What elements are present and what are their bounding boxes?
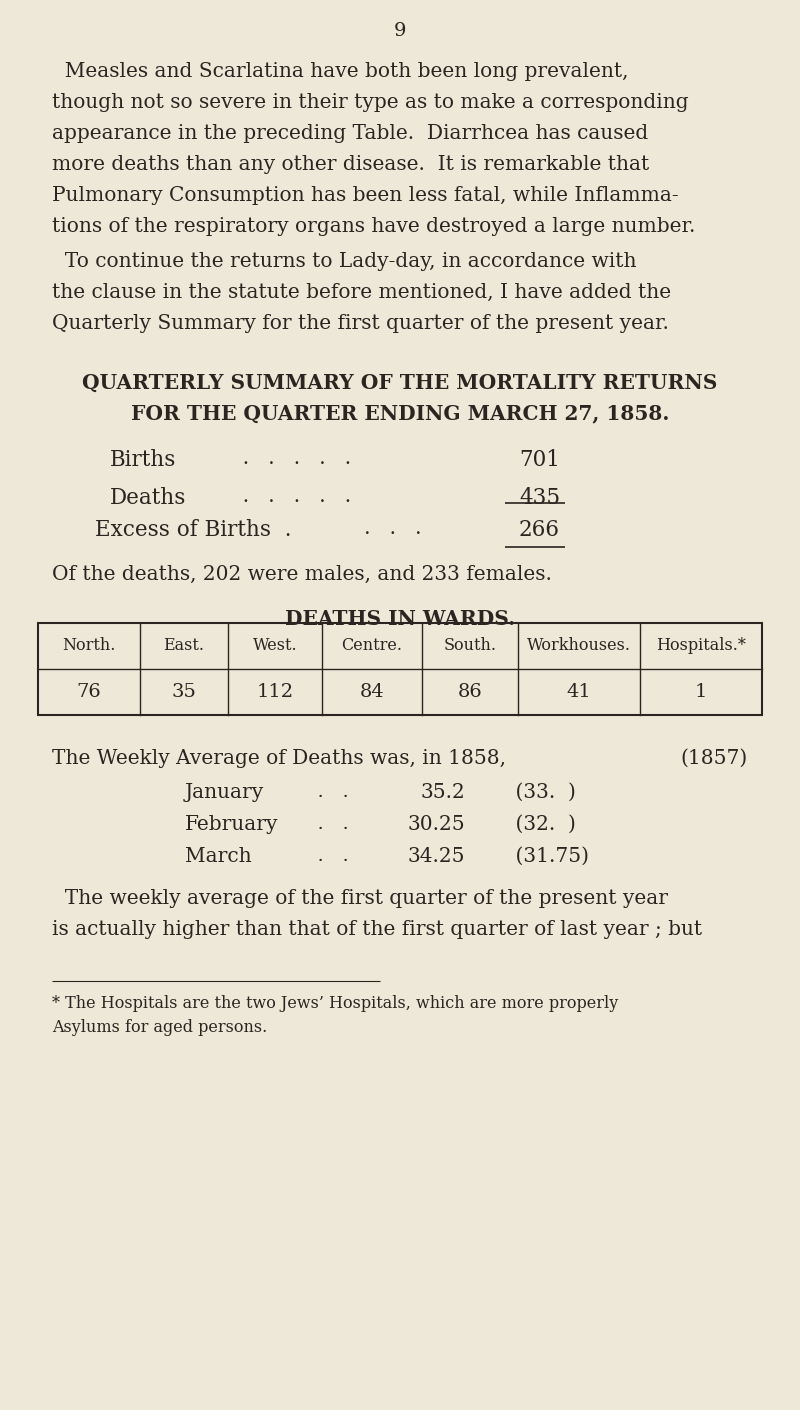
Text: .   .   .   .   .: . . . . .	[230, 448, 351, 468]
Text: To continue the returns to Lady-day, in accordance with: To continue the returns to Lady-day, in …	[52, 252, 637, 271]
Text: (1857): (1857)	[680, 749, 747, 768]
Text: Pulmonary Consumption has been less fatal, while Inflamma-: Pulmonary Consumption has been less fata…	[52, 186, 678, 204]
Text: QUARTERLY SUMMARY OF THE MORTALITY RETURNS: QUARTERLY SUMMARY OF THE MORTALITY RETUR…	[82, 374, 718, 393]
Text: South.: South.	[443, 637, 497, 654]
Text: North.: North.	[62, 637, 116, 654]
Text: The Weekly Average of Deaths was, in 1858,: The Weekly Average of Deaths was, in 185…	[52, 749, 506, 768]
Text: March: March	[185, 847, 252, 866]
Text: 35: 35	[171, 682, 197, 701]
Text: The weekly average of the first quarter of the present year: The weekly average of the first quarter …	[52, 888, 668, 908]
Text: 41: 41	[566, 682, 591, 701]
Text: (32.  ): (32. )	[490, 815, 576, 833]
Text: the clause in the statute before mentioned, I have added the: the clause in the statute before mention…	[52, 283, 671, 302]
Text: tions of the respiratory organs have destroyed a large number.: tions of the respiratory organs have des…	[52, 217, 695, 235]
Text: Deaths: Deaths	[110, 486, 186, 509]
Text: East.: East.	[163, 637, 205, 654]
Text: Asylums for aged persons.: Asylums for aged persons.	[52, 1019, 267, 1036]
Text: Excess of Births  .: Excess of Births .	[95, 519, 291, 541]
Text: is actually higher than that of the first quarter of last year ; but: is actually higher than that of the firs…	[52, 919, 702, 939]
Text: 76: 76	[77, 682, 102, 701]
Text: Of the deaths, 202 were males, and 233 females.: Of the deaths, 202 were males, and 233 f…	[52, 565, 552, 584]
Text: 86: 86	[458, 682, 482, 701]
Text: 9: 9	[394, 23, 406, 39]
Text: 35.2: 35.2	[420, 783, 465, 802]
Text: .   .: . .	[305, 815, 349, 833]
Text: Measles and Scarlatina have both been long prevalent,: Measles and Scarlatina have both been lo…	[52, 62, 629, 80]
Text: (33.  ): (33. )	[490, 783, 576, 802]
Bar	[38, 623, 762, 715]
Text: 701: 701	[519, 448, 560, 471]
Text: Workhouses.: Workhouses.	[527, 637, 631, 654]
Text: Quarterly Summary for the first quarter of the present year.: Quarterly Summary for the first quarter …	[52, 314, 669, 333]
Text: 84: 84	[360, 682, 384, 701]
Text: appearance in the preceding Table.  Diarrhcea has caused: appearance in the preceding Table. Diarr…	[52, 124, 648, 142]
Text: DEATHS IN WARDS.: DEATHS IN WARDS.	[285, 609, 515, 629]
Text: 435: 435	[519, 486, 560, 509]
Text: 1: 1	[695, 682, 707, 701]
Text: 112: 112	[257, 682, 294, 701]
Text: Hospitals.*: Hospitals.*	[656, 637, 746, 654]
Text: * The Hospitals are the two Jews’ Hospitals, which are more properly: * The Hospitals are the two Jews’ Hospit…	[52, 995, 618, 1012]
Text: West.: West.	[253, 637, 298, 654]
Text: Births: Births	[110, 448, 176, 471]
Text: (31.75): (31.75)	[490, 847, 589, 866]
Text: Centre.: Centre.	[342, 637, 402, 654]
Text: February: February	[185, 815, 278, 833]
Text: .   .: . .	[305, 847, 349, 864]
Text: .   .: . .	[305, 783, 349, 801]
Text: 30.25: 30.25	[407, 815, 465, 833]
Text: 266: 266	[519, 519, 560, 541]
Text: more deaths than any other disease.  It is remarkable that: more deaths than any other disease. It i…	[52, 155, 650, 173]
Text: .   .   .   .   .: . . . . .	[230, 486, 351, 506]
Text: though not so severe in their type as to make a corresponding: though not so severe in their type as to…	[52, 93, 689, 111]
Text: 34.25: 34.25	[407, 847, 465, 866]
Text: January: January	[185, 783, 264, 802]
Text: .   .   .: . . .	[345, 519, 422, 539]
Text: FOR THE QUARTER ENDING MARCH 27, 1858.: FOR THE QUARTER ENDING MARCH 27, 1858.	[131, 403, 669, 423]
